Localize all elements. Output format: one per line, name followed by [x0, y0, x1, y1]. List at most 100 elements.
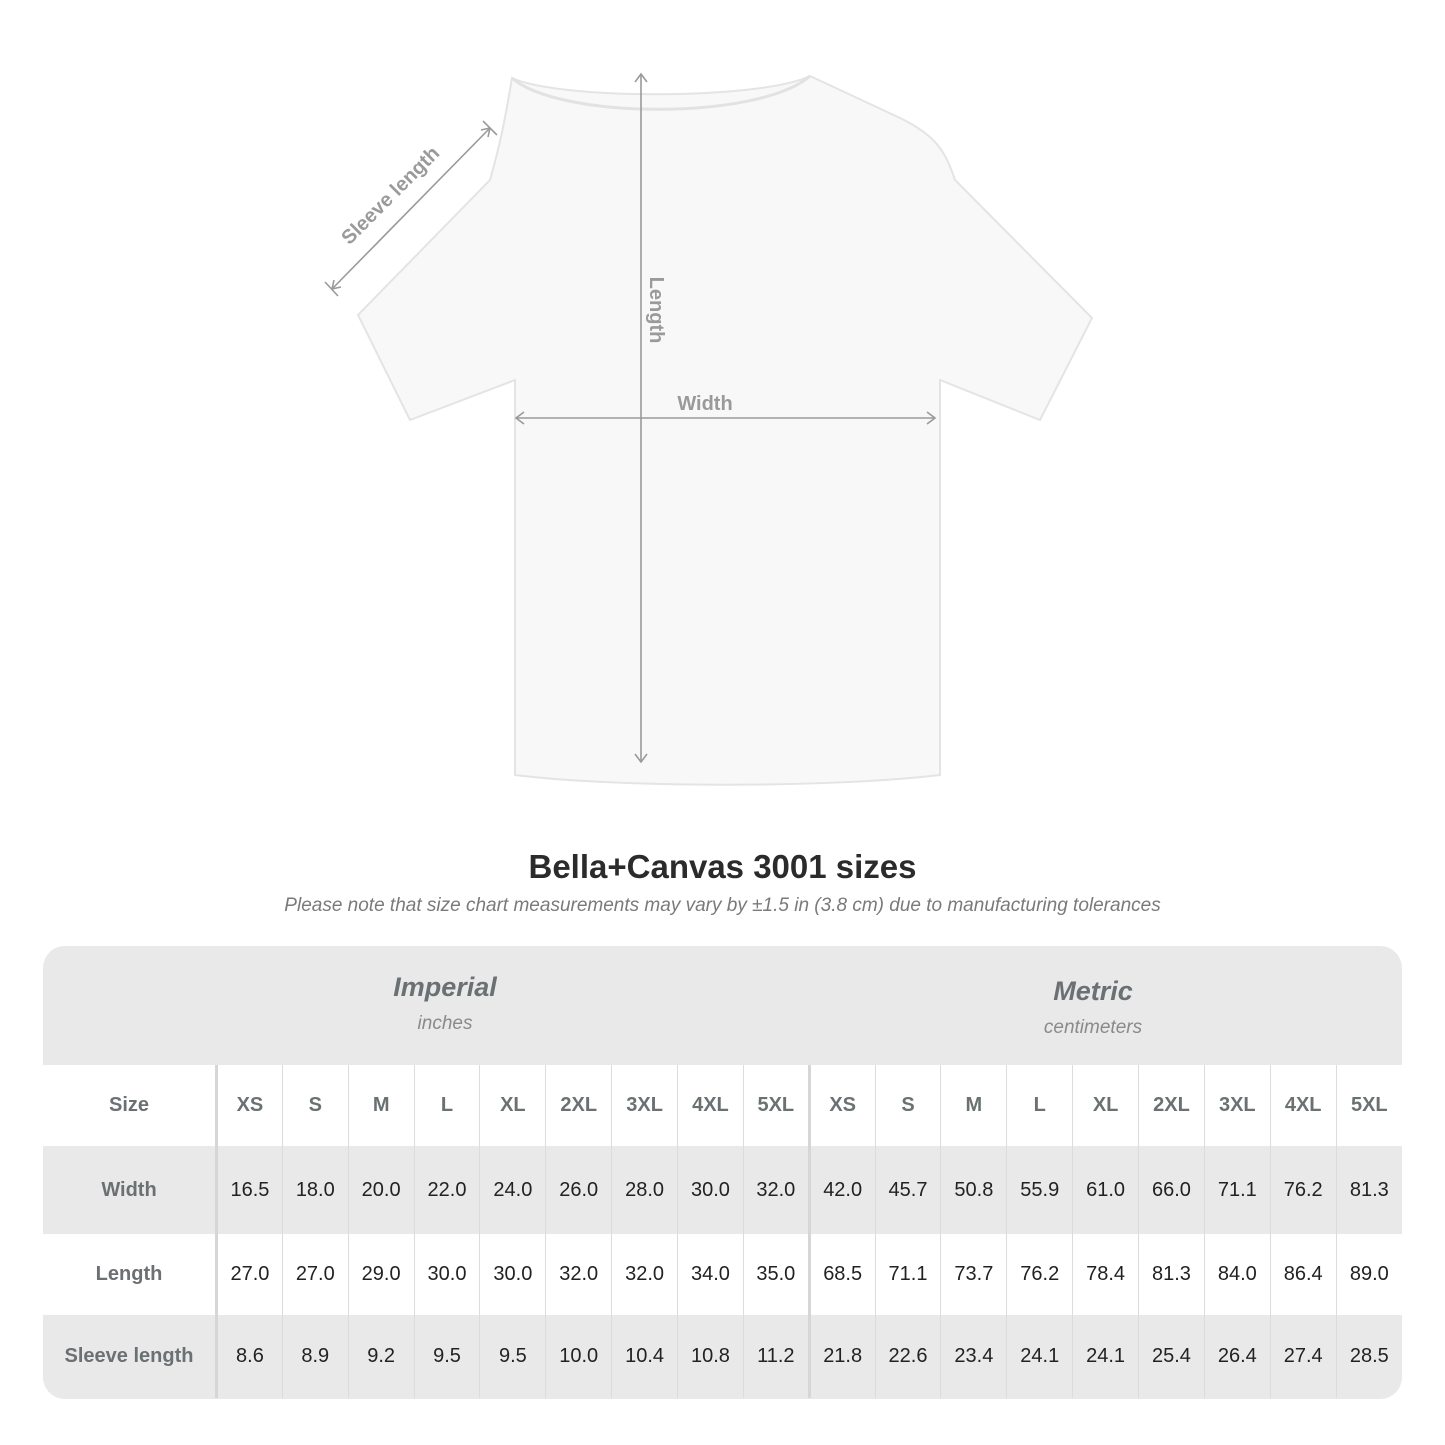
imperial-value: 9.5 [413, 1315, 480, 1398]
metric-value: 24.1 [1006, 1315, 1073, 1398]
sleeve-arrowheads [324, 120, 498, 297]
metric-value: 76.2 [1006, 1234, 1073, 1315]
imperial-value: 22.0 [413, 1146, 480, 1234]
imperial-size-L: L [413, 1065, 480, 1146]
metric-value: 68.5 [807, 1234, 876, 1315]
page-title: Bella+Canvas 3001 sizes [528, 848, 917, 885]
metric-value: 61.0 [1072, 1146, 1139, 1234]
imperial-value: 27.0 [215, 1234, 283, 1315]
imperial-value: 32.0 [545, 1234, 612, 1315]
imperial-size-2XL: 2XL [545, 1065, 612, 1146]
tolerance-note: Please note that size chart measurements… [284, 895, 1161, 916]
imperial-value: 28.0 [611, 1146, 678, 1234]
row-label: Sleeve length [43, 1315, 217, 1398]
size-grid: Size XS S M L XL 2XL 3XL 4XL 5XL XS S M L XL 2XL 3XL 4XL 5… [43, 1065, 1402, 1398]
metric-value: 23.4 [940, 1315, 1007, 1398]
metric-value: 27.4 [1269, 1315, 1337, 1398]
size-label: Size [43, 1065, 217, 1146]
imperial-size-M: M [347, 1065, 415, 1146]
metric-value: 84.0 [1203, 1234, 1271, 1315]
metric-size-L: L [1006, 1065, 1073, 1146]
imperial-size-4XL: 4XL [677, 1065, 744, 1146]
width-label: Width [677, 393, 732, 415]
metric-size-4XL: 4XL [1269, 1065, 1337, 1146]
imperial-value: 9.5 [479, 1315, 546, 1398]
metric-value: 50.8 [940, 1146, 1007, 1234]
collar [511, 74, 811, 111]
metric-size-XL: XL [1072, 1065, 1139, 1146]
size-grid-body: Size XS S M L XL 2XL 3XL 4XL 5XL XS S M L XL 2XL 3XL 4XL 5… [43, 1065, 1402, 1398]
metric-value: 45.7 [874, 1146, 941, 1234]
sleeve-arrow [331, 127, 491, 290]
imperial-value: 35.0 [742, 1234, 810, 1315]
metric-value: 22.6 [874, 1315, 941, 1398]
imperial-value: 24.0 [479, 1146, 546, 1234]
metric-value: 89.0 [1335, 1234, 1402, 1315]
size-table: Imperial inches Metric centimeters Size X… [43, 946, 1402, 1399]
metric-value: 25.4 [1138, 1315, 1205, 1398]
metric-size-2XL: 2XL [1138, 1065, 1205, 1146]
size-header-row: Size XS S M L XL 2XL 3XL 4XL 5XL XS S M L XL 2XL 3XL 4XL 5… [43, 1065, 1402, 1146]
imperial-value: 34.0 [677, 1234, 744, 1315]
imperial-size-3XL: 3XL [611, 1065, 678, 1146]
metric-size-S: S [874, 1065, 941, 1146]
metric-value: 55.9 [1006, 1146, 1073, 1234]
imperial-value: 30.0 [479, 1234, 546, 1315]
imperial-value: 30.0 [413, 1234, 480, 1315]
metric-value: 86.4 [1269, 1234, 1337, 1315]
imperial-value: 29.0 [347, 1234, 415, 1315]
imperial-size-5XL: 5XL [742, 1065, 810, 1146]
metric-value: 26.4 [1203, 1315, 1271, 1398]
imperial-size-S: S [281, 1065, 349, 1146]
imperial-value: 20.0 [347, 1146, 415, 1234]
metric-value: 71.1 [874, 1234, 941, 1315]
metric-size-XS: XS [807, 1065, 876, 1146]
imperial-header: Imperial inches [215, 972, 675, 1035]
metric-value: 71.1 [1203, 1146, 1271, 1234]
metric-title: Metric [1053, 976, 1133, 1006]
metric-unit: centimeters [1043, 1017, 1143, 1038]
imperial-value: 30.0 [677, 1146, 744, 1234]
sleeve-length-label: Sleeve length [337, 142, 444, 249]
table-row: Length 27.0 27.0 29.0 30.0 30.0 32.0 32.0 34.0 35… [43, 1234, 1402, 1315]
table-row: Width 16.5 18.0 20.0 22.0 24.0 26.0 28.0 30.0 32.… [43, 1146, 1402, 1234]
tshirt-diagram: Sleeve length Length Width [324, 72, 1094, 786]
metric-value: 81.3 [1335, 1146, 1402, 1234]
width-arrowheads [514, 411, 937, 425]
imperial-value: 18.0 [281, 1146, 349, 1234]
row-label: Width [43, 1146, 217, 1234]
imperial-title: Imperial [393, 972, 497, 1002]
imperial-value: 10.8 [677, 1315, 744, 1398]
metric-value: 28.5 [1335, 1315, 1402, 1398]
metric-value: 78.4 [1072, 1234, 1139, 1315]
imperial-value: 9.2 [347, 1315, 415, 1398]
imperial-value: 32.0 [611, 1234, 678, 1315]
metric-value: 76.2 [1269, 1146, 1337, 1234]
imperial-value: 10.0 [545, 1315, 612, 1398]
imperial-value: 8.9 [281, 1315, 349, 1398]
metric-value: 24.1 [1072, 1315, 1139, 1398]
imperial-value: 11.2 [742, 1315, 810, 1398]
metric-size-M: M [940, 1065, 1007, 1146]
metric-size-5XL: 5XL [1335, 1065, 1402, 1146]
imperial-value: 10.4 [611, 1315, 678, 1398]
imperial-value: 32.0 [742, 1146, 810, 1234]
tshirt-image [356, 74, 1094, 786]
imperial-value: 16.5 [215, 1146, 283, 1234]
length-arrowheads [634, 72, 648, 764]
length-label: Length [645, 277, 667, 344]
table-row: Sleeve length 8.6 8.9 9.2 9.5 9.5 10.0 10.4 10.8… [43, 1315, 1402, 1398]
metric-value: 81.3 [1138, 1234, 1205, 1315]
metric-value: 42.0 [807, 1146, 876, 1234]
metric-value: 73.7 [940, 1234, 1007, 1315]
imperial-size-XL: XL [479, 1065, 546, 1146]
metric-header: Metric centimeters [863, 976, 1323, 1039]
imperial-unit: inches [417, 1013, 473, 1034]
metric-size-3XL: 3XL [1203, 1065, 1271, 1146]
imperial-value: 8.6 [215, 1315, 283, 1398]
row-label: Length [43, 1234, 217, 1315]
metric-value: 66.0 [1138, 1146, 1205, 1234]
imperial-size-XS: XS [215, 1065, 283, 1146]
imperial-value: 27.0 [281, 1234, 349, 1315]
metric-value: 21.8 [807, 1315, 876, 1398]
